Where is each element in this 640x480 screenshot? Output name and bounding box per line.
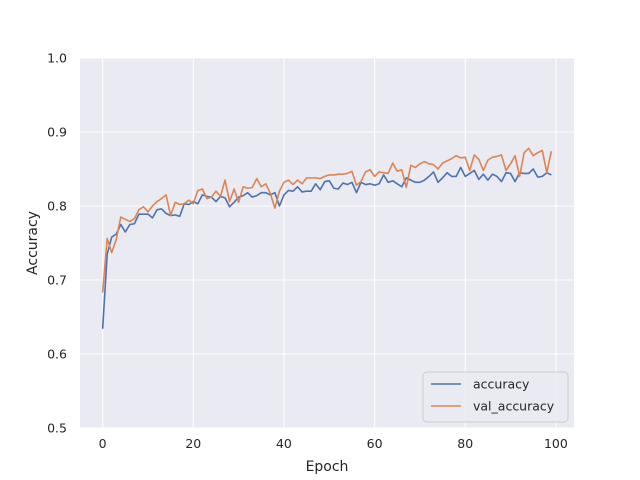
x-axis-label: Epoch: [306, 459, 349, 475]
plot-background: [80, 58, 574, 428]
y-tick-label: 0.5: [47, 421, 67, 436]
x-tick-label: 40: [276, 436, 292, 451]
x-tick-label: 100: [544, 436, 568, 451]
y-tick-label: 0.6: [47, 347, 67, 362]
x-tick-label: 80: [457, 436, 473, 451]
series-line-val-accuracy: [101, 147, 553, 293]
series-lines: [101, 147, 553, 329]
legend-label-val-accuracy: val_accuracy: [473, 399, 555, 414]
grid-lines: [80, 57, 574, 429]
x-tick-label: 20: [185, 436, 201, 451]
y-axis-label: Accuracy: [25, 211, 41, 275]
y-tick-label: 0.8: [47, 199, 67, 214]
x-tick-label: 60: [367, 436, 383, 451]
y-tick-label: 0.9: [47, 125, 67, 140]
y-tick-label: 1.0: [47, 51, 67, 66]
series-line-accuracy: [101, 166, 552, 329]
tick-labels: 0 20 40 60 80 100 0.5 0.6 0.7 0.8 0.9 1.0: [47, 51, 568, 452]
y-tick-label: 0.7: [47, 273, 67, 288]
x-tick-label: 0: [99, 436, 107, 451]
legend-label-accuracy: accuracy: [473, 377, 530, 392]
legend: accuracy val_accuracy: [422, 371, 569, 423]
